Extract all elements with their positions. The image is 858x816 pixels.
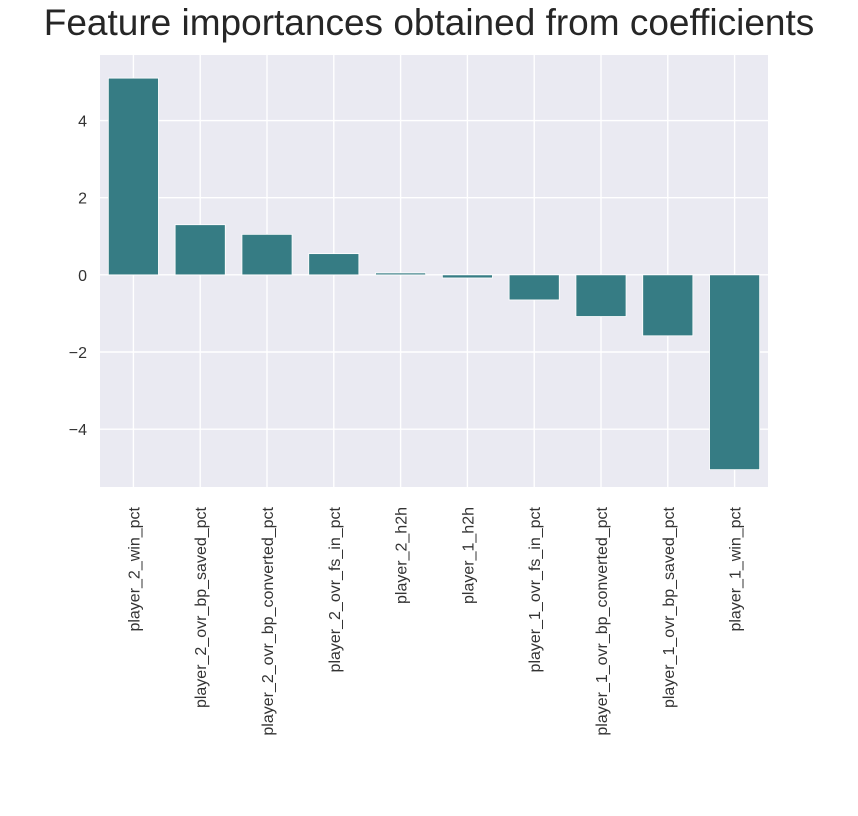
x-tick-label: player_1_ovr_fs_in_pct	[527, 506, 544, 672]
bar-player-2-win-pct	[107, 77, 159, 276]
x-axis-ticks: player_2_win_pct player_2_ovr_bp_saved_pc…	[126, 506, 744, 735]
y-tick-label: −4	[69, 422, 87, 439]
x-tick-label: player_2_ovr_bp_converted_pct	[260, 506, 277, 735]
bars	[107, 77, 761, 471]
y-tick-label: 4	[78, 114, 87, 131]
x-tick-label: player_1_ovr_bp_saved_pct	[661, 506, 678, 708]
x-tick-label: player_2_h2h	[394, 507, 411, 604]
x-tick-label: player_1_h2h	[460, 507, 477, 604]
y-tick-label: −2	[69, 345, 87, 362]
bar-player-1-ovr-bp-converted-pct	[575, 274, 627, 317]
bar-player-1-win-pct	[709, 274, 761, 471]
y-tick-label: 2	[78, 191, 87, 208]
bar-player-2-ovr-bp-converted-pct	[241, 233, 293, 276]
x-tick-label: player_1_ovr_bp_converted_pct	[594, 506, 611, 735]
bar-player-2-ovr-fs-in-pct	[308, 253, 360, 276]
y-axis-ticks: 4 2 0 −2 −4	[69, 114, 87, 440]
x-tick-label: player_1_win_pct	[728, 506, 745, 631]
y-tick-label: 0	[78, 268, 87, 285]
bar-player-2-h2h	[375, 272, 427, 276]
x-tick-label: player_2_ovr_fs_in_pct	[327, 506, 344, 672]
bar-player-1-h2h	[441, 274, 493, 279]
x-tick-label: player_2_win_pct	[126, 506, 143, 631]
x-tick-label: player_2_ovr_bp_saved_pct	[193, 506, 210, 708]
bar-player-2-ovr-bp-saved-pct	[174, 224, 226, 276]
chart-title: Feature importances obtained from coeffi…	[43, 2, 815, 43]
bar-player-1-ovr-bp-saved-pct	[642, 274, 694, 337]
bar-player-1-ovr-fs-in-pct	[508, 274, 560, 301]
